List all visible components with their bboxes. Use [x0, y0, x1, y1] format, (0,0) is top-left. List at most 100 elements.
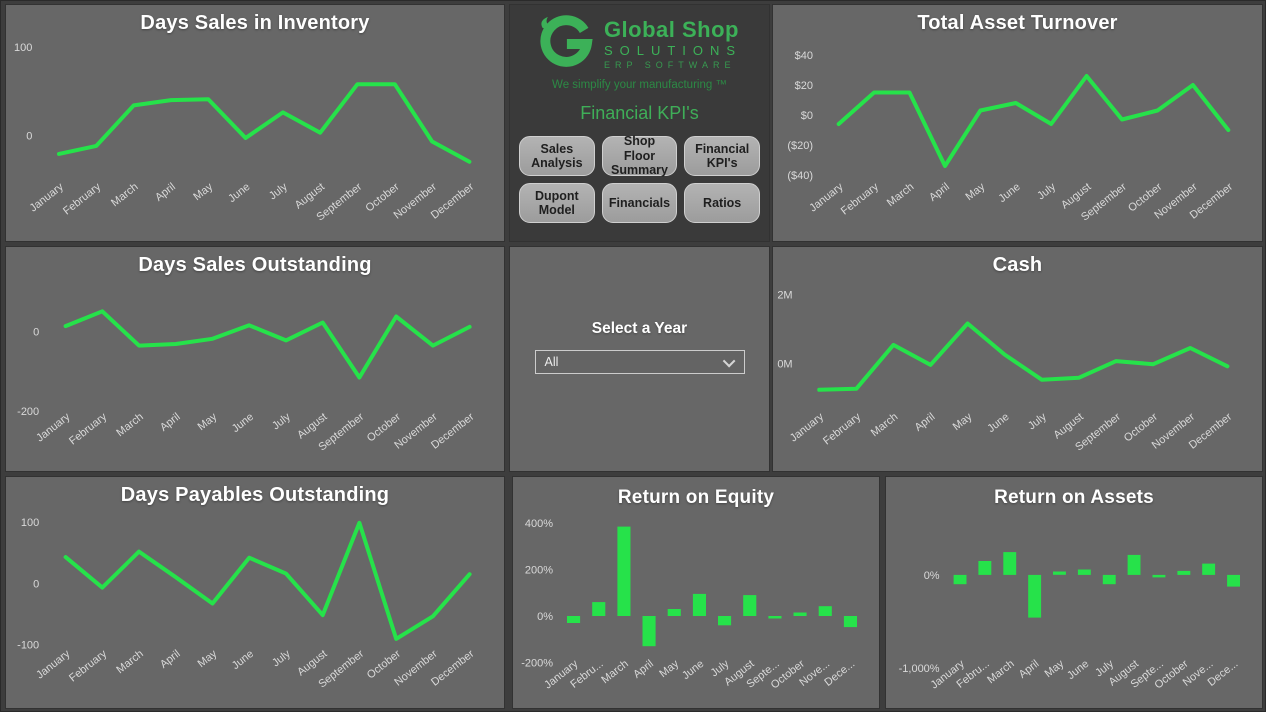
svg-text:0: 0 [33, 578, 39, 590]
nav-button-shop-floor-summary[interactable]: Shop Floor Summary [601, 134, 678, 177]
svg-text:April: April [927, 181, 952, 204]
svg-text:March: March [599, 658, 630, 686]
panel-year-filter: Select a Year All [510, 247, 769, 471]
svg-text:July: July [1026, 411, 1049, 433]
logo: Global Shop SOLUTIONS ERP SOFTWARE [516, 15, 763, 73]
chart-title-days-sales-outstanding: Days Sales Outstanding [138, 254, 372, 276]
svg-text:February: February [67, 648, 109, 685]
svg-text:0%: 0% [924, 570, 940, 582]
svg-text:May: May [196, 648, 220, 671]
svg-text:-1,000%: -1,000% [899, 663, 940, 675]
nav-button-financial-kpis[interactable]: Financial KPI's [684, 136, 760, 176]
svg-text:March: March [114, 648, 145, 676]
svg-text:July: July [267, 181, 290, 203]
panel-days-payables-outstanding: Days Payables Outstanding 100 0 -100 Januar… [6, 477, 504, 708]
year-dropdown-value: All [544, 355, 559, 369]
svg-text:May: May [657, 658, 681, 681]
svg-text:400%: 400% [525, 518, 553, 530]
svg-text:March: March [985, 658, 1016, 686]
svg-text:August: August [293, 181, 327, 212]
brand-name-line3: ERP SOFTWARE [603, 59, 736, 70]
svg-text:March: March [114, 411, 145, 439]
nav-button-dupont-model[interactable]: Dupont Model [519, 183, 595, 223]
svg-text:June: June [230, 411, 256, 435]
svg-text:April: April [913, 411, 938, 434]
svg-text:100: 100 [21, 517, 39, 529]
svg-text:May: May [951, 411, 975, 434]
svg-text:April: April [153, 181, 178, 204]
svg-text:January: January [788, 411, 827, 445]
svg-text:July: July [270, 648, 293, 670]
svg-text:June: June [230, 648, 256, 672]
nav-button-financials[interactable]: Financials [601, 183, 678, 223]
panel-days-sales-in-inventory: Days Sales in Inventory 100 0 January Febru… [6, 5, 504, 241]
chart-title-total-asset-turnover: Total Asset Turnover [917, 12, 1118, 34]
svg-text:0M: 0M [777, 359, 792, 371]
global-shop-g-logo-icon [540, 15, 593, 67]
svg-text:June: June [1065, 658, 1091, 682]
svg-text:March: March [109, 181, 140, 209]
panel-header-navigation: Global Shop SOLUTIONS ERP SOFTWARE We si… [510, 5, 769, 241]
svg-text:April: April [158, 648, 183, 671]
brand-name-line1: Global Shop [603, 16, 739, 42]
brand-tagline: We simplify your manufacturing ™ [552, 79, 727, 91]
svg-text:June: June [985, 411, 1011, 435]
svg-text:May: May [191, 181, 215, 204]
svg-text:July: July [1035, 181, 1058, 203]
nav-button-grid: Sales Analysis Shop Floor Summary Financ… [516, 134, 763, 223]
chart-title-return-on-assets: Return on Assets [994, 487, 1154, 508]
svg-text:March: March [885, 181, 916, 209]
page-title: Financial KPI's [580, 103, 699, 123]
nav-button-sales-analysis[interactable]: Sales Analysis [519, 136, 595, 176]
svg-text:February: February [839, 181, 881, 218]
svg-text:200%: 200% [525, 565, 553, 577]
panel-days-sales-outstanding: Days Sales Outstanding 0 -200 January Febru… [6, 247, 504, 471]
svg-text:June: June [996, 181, 1022, 205]
chart-title-cash: Cash [992, 254, 1043, 276]
panel-return-on-equity: Return on Equity 400% 200% 0% -200% January F… [513, 477, 879, 708]
svg-text:$0: $0 [801, 110, 813, 122]
svg-text:-200%: -200% [521, 658, 553, 670]
svg-text:August: August [1051, 411, 1085, 442]
svg-text:June: June [680, 658, 706, 682]
brand-name-line2: SOLUTIONS [603, 42, 743, 58]
panel-total-asset-turnover: Total Asset Turnover $40 $20 $0 ($20) ($40) J… [773, 5, 1262, 241]
svg-text:February: February [821, 411, 863, 448]
svg-text:February: February [61, 181, 103, 218]
chart-title-days-payables-outstanding: Days Payables Outstanding [120, 484, 390, 506]
svg-text:April: April [631, 658, 656, 681]
svg-text:2M: 2M [777, 290, 792, 302]
logo-text: Global Shop SOLUTIONS ERP SOFTWARE [603, 16, 743, 70]
chart-title-return-on-equity: Return on Equity [617, 487, 775, 508]
svg-text:100: 100 [14, 42, 32, 54]
svg-text:0: 0 [33, 326, 39, 338]
svg-text:May: May [963, 181, 987, 204]
svg-text:January: January [28, 181, 67, 215]
svg-text:March: March [869, 411, 900, 439]
panel-return-on-assets: Return on Assets 0% -1,000% January Febru..… [886, 477, 1262, 708]
svg-text:February: February [67, 411, 109, 448]
svg-text:-200: -200 [17, 406, 39, 418]
svg-text:May: May [1043, 658, 1067, 681]
svg-text:($40): ($40) [787, 170, 813, 182]
svg-text:May: May [196, 411, 220, 434]
svg-text:$20: $20 [795, 80, 813, 92]
svg-text:$40: $40 [795, 50, 813, 62]
year-dropdown[interactable]: All [534, 350, 745, 374]
chart-title-days-sales-in-inventory: Days Sales in Inventory [140, 12, 370, 34]
nav-button-ratios[interactable]: Ratios [684, 183, 760, 223]
svg-text:April: April [158, 411, 183, 434]
svg-text:0: 0 [26, 130, 32, 142]
svg-text:($20): ($20) [787, 140, 813, 152]
year-filter-label: Select a Year [591, 320, 688, 337]
svg-text:April: April [1017, 658, 1042, 681]
svg-text:0%: 0% [537, 611, 553, 623]
